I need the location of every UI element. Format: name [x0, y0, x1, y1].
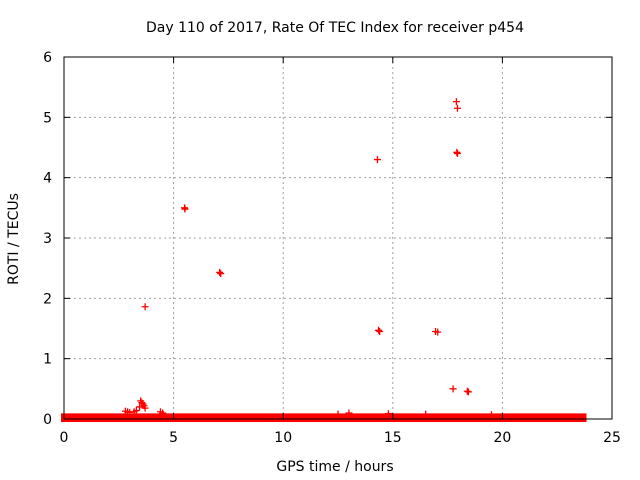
data-point	[159, 409, 167, 417]
y-tick-label: 2	[43, 291, 52, 307]
x-tick-label: 0	[60, 430, 69, 446]
data-point	[453, 148, 461, 156]
y-tick-label: 3	[43, 231, 52, 247]
data-point	[373, 156, 381, 164]
data-point	[375, 326, 383, 334]
axis-ticks	[63, 56, 613, 420]
data-point	[434, 328, 442, 336]
data-point	[422, 410, 430, 418]
x-tick-label: 15	[384, 430, 402, 446]
data-point	[141, 303, 149, 311]
baseline-band	[61, 413, 587, 422]
x-tick-label: 10	[274, 430, 292, 446]
y-tick-label: 4	[43, 171, 52, 187]
baseline-data-band	[61, 413, 587, 422]
data-point	[141, 404, 149, 412]
y-tick-labels: 0 1 2 3 4 5 6	[43, 50, 52, 428]
data-point	[376, 328, 384, 336]
data-point	[217, 270, 225, 278]
y-tick-label: 0	[43, 412, 52, 428]
data-point	[452, 98, 460, 106]
data-point	[334, 410, 342, 418]
y-tick-label: 1	[43, 352, 52, 368]
x-tick-label: 20	[493, 430, 511, 446]
data-point	[132, 407, 140, 415]
x-tick-label: 5	[169, 430, 178, 446]
x-axis-label: GPS time / hours	[276, 459, 393, 475]
y-tick-label: 6	[43, 50, 52, 66]
data-point	[487, 411, 495, 419]
data-point	[384, 410, 392, 418]
data-point	[449, 385, 457, 393]
chart-title: Day 110 of 2017, Rate Of TEC Index for r…	[146, 20, 524, 36]
grid-lines	[64, 57, 612, 419]
data-point	[464, 388, 472, 396]
y-axis-label: ROTI / TECUs	[6, 193, 22, 285]
data-point	[136, 403, 144, 411]
y-tick-label: 5	[43, 110, 52, 126]
x-tick-label: 25	[603, 430, 621, 446]
data-point	[453, 104, 461, 112]
data-point	[216, 268, 224, 276]
data-point	[453, 150, 461, 158]
data-points	[121, 98, 495, 419]
data-point	[181, 205, 189, 213]
data-point	[345, 409, 353, 417]
x-tick-labels: 0 5 10 15 20 25	[60, 430, 621, 446]
